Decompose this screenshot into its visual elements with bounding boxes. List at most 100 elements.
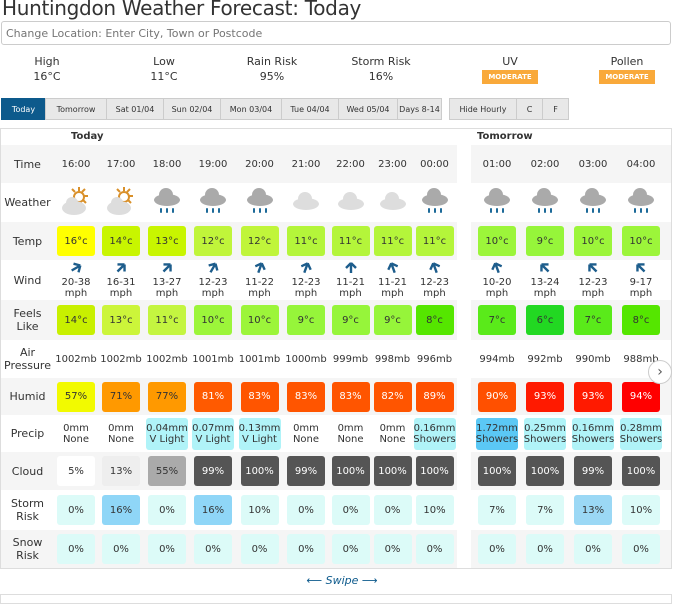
cell-time: 17:00 — [98, 145, 144, 183]
cell-temp: 10°c — [473, 222, 521, 260]
pressure-value: 1002mb — [100, 353, 142, 365]
cell-wind: 11-21 mph — [329, 260, 372, 300]
cell-time: 22:00 — [329, 145, 372, 183]
pressure-value: 994mb — [479, 353, 515, 365]
control-c[interactable]: C — [516, 98, 543, 120]
cell-humid: 94% — [617, 378, 665, 415]
wind-arrow-icon — [578, 262, 607, 277]
precip-type: Showers — [619, 433, 663, 445]
cell-icon — [569, 183, 617, 222]
tab-sun-02-04[interactable]: Sun 02/04 — [163, 98, 221, 120]
forecast-grid[interactable]: Today Tomorrow Time 16:00 17:00 18:00 19:00 20:… — [0, 128, 672, 569]
feels-box: 7°c — [478, 305, 516, 335]
cell-wind: 11-22 mph — [236, 260, 283, 300]
wind-speed: 11-21 — [377, 276, 408, 288]
cell-feels: 13°c — [98, 300, 144, 340]
cloud-icon — [376, 186, 410, 219]
pressure-value: 990mb — [575, 353, 611, 365]
cell-cloud: 100% — [473, 452, 521, 490]
wind-speed: 11-22 — [244, 276, 275, 288]
swipe-hint: ⟵ Swipe ⟶ — [306, 574, 378, 587]
cell-icon — [190, 183, 236, 222]
cell-feels: 10°c — [190, 300, 236, 340]
tab-sat-01-04[interactable]: Sat 01/04 — [106, 98, 164, 120]
tab-today[interactable]: Today — [1, 98, 46, 120]
wind-arrow-icon — [630, 262, 653, 277]
storm-box: 10% — [415, 495, 454, 525]
cell-humid: 57% — [54, 378, 98, 415]
wind-info: 11-21 mph — [335, 261, 366, 299]
snow-box: 0% — [415, 534, 454, 564]
group-divider — [457, 378, 471, 415]
day-header-tomorrow: Tomorrow — [477, 131, 533, 142]
cell-cloud: 100% — [329, 452, 372, 490]
wind-info: 10-20 mph — [482, 261, 512, 299]
precip-amount: 0mm — [379, 422, 406, 434]
cell-precip: 0mm None — [329, 415, 372, 452]
tab-days-8-14[interactable]: Days 8-14 — [397, 98, 442, 120]
wind-info: 11-21 mph — [377, 261, 408, 299]
cell-cloud: 13% — [98, 452, 144, 490]
feels-box: 9°c — [331, 305, 370, 335]
control-f[interactable]: F — [542, 98, 569, 120]
tab-wed-05-04[interactable]: Wed 05/04 — [338, 98, 398, 120]
cell-precip: 0.13mm V Light — [236, 415, 283, 452]
wind-arrow-icon — [482, 261, 511, 277]
wind-unit: mph — [533, 287, 557, 299]
cell-feels: 7°c — [473, 300, 521, 340]
precip-amount: 0mm — [108, 422, 134, 434]
cell-cloud: 100% — [617, 452, 665, 490]
tab-tue-04-04[interactable]: Tue 04/04 — [281, 98, 339, 120]
cell-snow: 0% — [236, 530, 283, 568]
precip-box: 0mm None — [55, 418, 97, 450]
cell-storm: 13% — [569, 490, 617, 530]
row-label: Feels Like — [13, 307, 42, 333]
pressure-value: 988mb — [623, 353, 659, 365]
cell-cloud: 100% — [372, 452, 413, 490]
precip-box: 0.25mm Showers — [524, 417, 566, 450]
wind-speed: 11-21 — [335, 276, 366, 288]
location-search-input[interactable] — [1, 21, 671, 45]
snow-box: 0% — [287, 534, 325, 564]
cell-icon — [521, 183, 569, 222]
cell-feels: 14°c — [54, 300, 98, 340]
temp-box: 11°c — [287, 226, 325, 256]
group-divider — [457, 340, 471, 378]
feels-box: 10°c — [194, 305, 232, 335]
temp-box: 10°c — [622, 226, 660, 256]
wind-speed: 12-23 — [198, 276, 228, 288]
precip-box: 1.72mm Showers — [476, 417, 518, 450]
temp-box: 9°c — [526, 226, 564, 256]
row-label: Temp — [12, 234, 43, 248]
cell-snow: 0% — [283, 530, 329, 568]
cell-snow: 0% — [329, 530, 372, 568]
rain-cloud-icon — [624, 186, 658, 219]
snow-box: 0% — [148, 534, 186, 564]
feels-box: 7°c — [574, 305, 612, 335]
time-label: 00:00 — [420, 158, 449, 170]
summary-value: 16°C — [33, 70, 61, 83]
cell-precip: 0.07mm V Light — [190, 415, 236, 452]
tab-mon-03-04[interactable]: Mon 03/04 — [220, 98, 282, 120]
cell-cloud: 55% — [144, 452, 190, 490]
cell-feels: 9°c — [329, 300, 372, 340]
cell-humid: 83% — [236, 378, 283, 415]
cell-storm: 16% — [190, 490, 236, 530]
summary-high: High 16°C — [2, 55, 92, 83]
control-hide-hourly[interactable]: Hide Hourly — [449, 98, 517, 120]
cell-pres: 996mb — [413, 340, 456, 378]
humid-box: 83% — [240, 381, 279, 412]
cell-wind: 12-23 mph — [283, 260, 329, 300]
cell-icon — [329, 183, 372, 222]
cell-humid: 77% — [144, 378, 190, 415]
cell-snow: 0% — [569, 530, 617, 568]
group-divider — [457, 415, 471, 452]
tab-tomorrow[interactable]: Tomorrow — [45, 98, 107, 120]
cell-pres: 999mb — [329, 340, 372, 378]
humid-box: 83% — [331, 381, 370, 412]
storm-box: 16% — [194, 495, 232, 525]
chevron-right-icon[interactable]: › — [648, 360, 672, 384]
day-tabs: Today Tomorrow Sat 01/04 Sun 02/04 Mon 03/04… — [1, 98, 569, 120]
wind-info: 20-38 mph — [61, 262, 91, 299]
snow-box: 0% — [331, 534, 370, 564]
